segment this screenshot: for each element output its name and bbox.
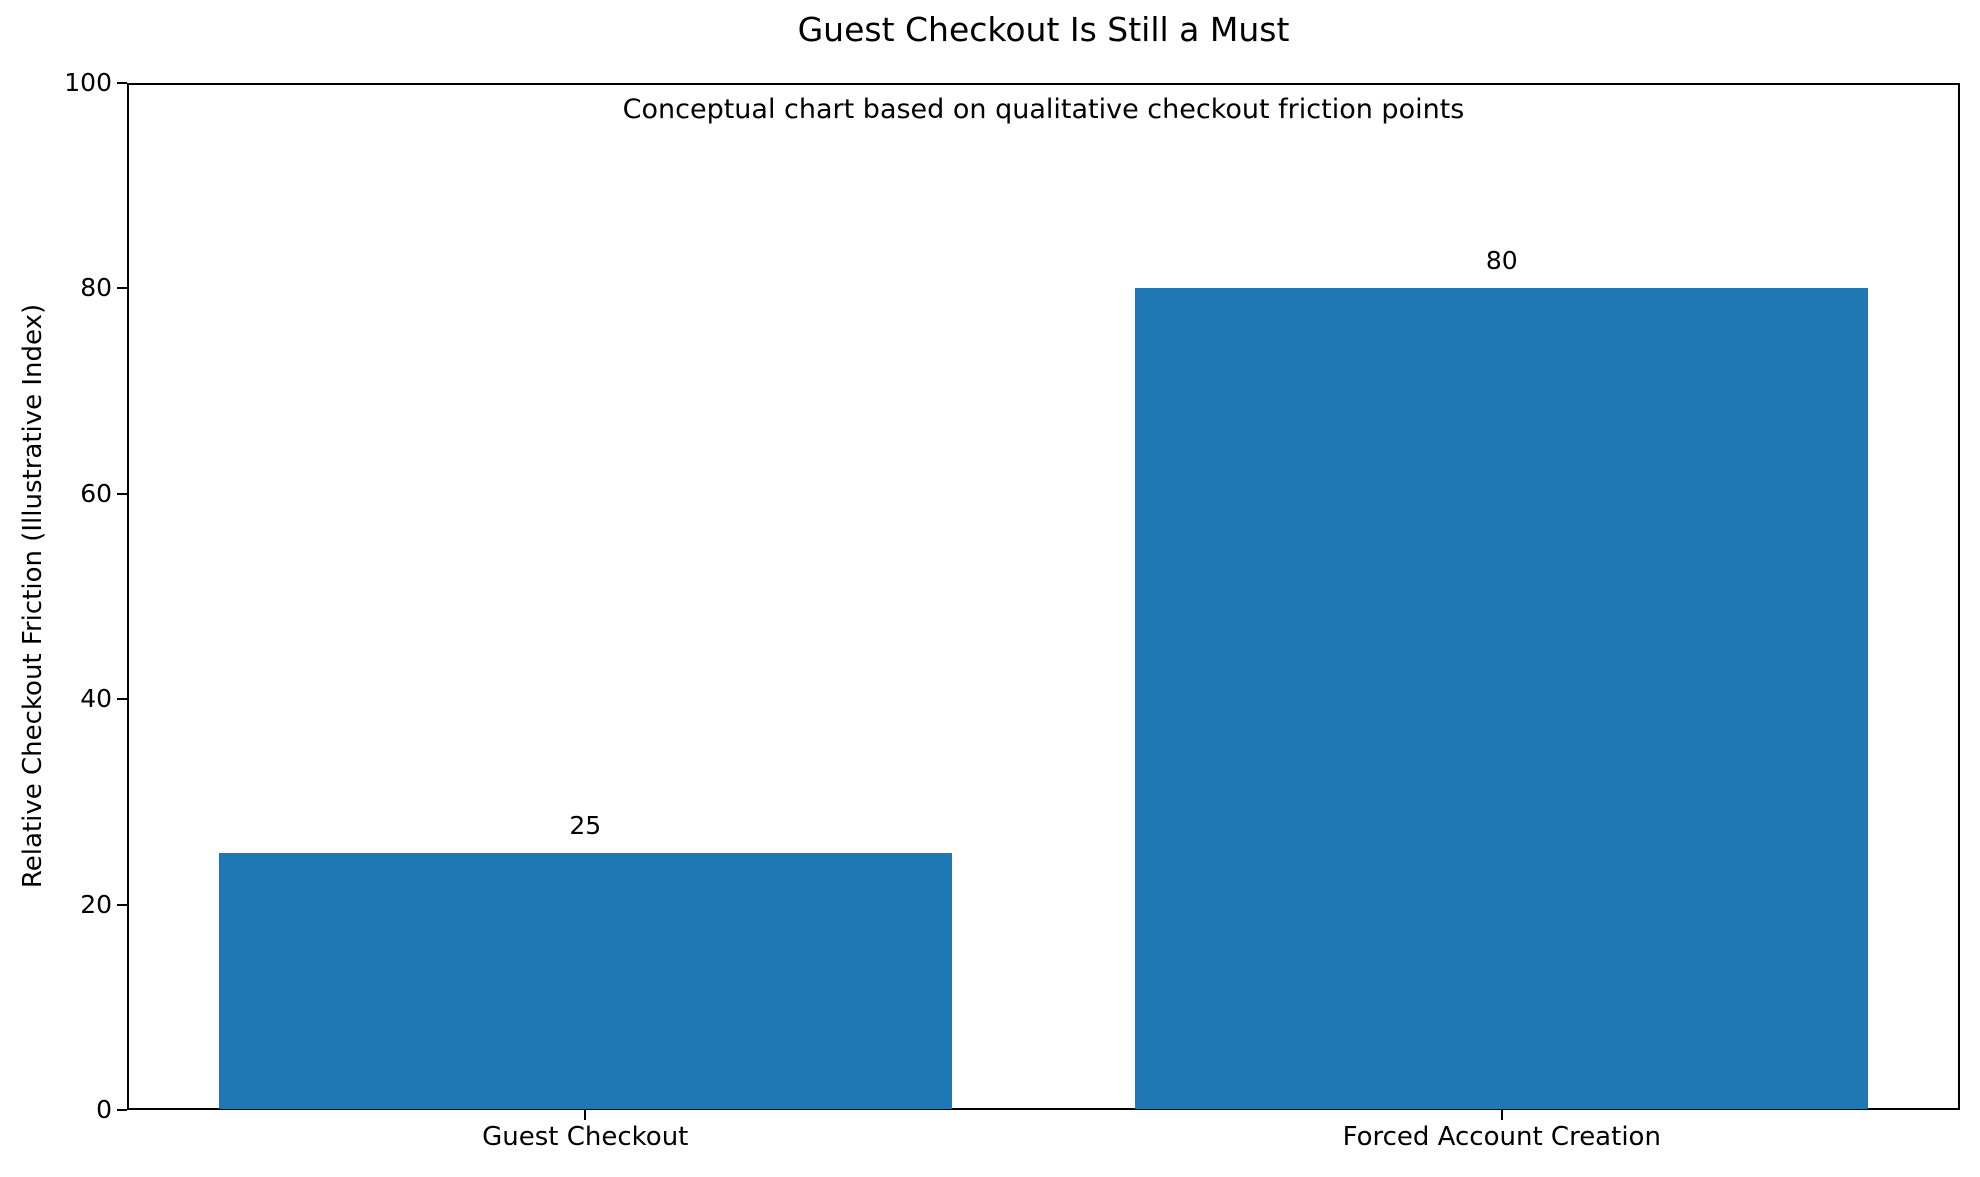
bar bbox=[1135, 288, 1869, 1109]
y-axis-label: Relative Checkout Friction (Illustrative… bbox=[18, 303, 48, 889]
x-tick-label: Guest Checkout bbox=[482, 1122, 689, 1152]
y-tick-mark bbox=[117, 492, 127, 495]
chart-annotation: Conceptual chart based on qualitative ch… bbox=[622, 94, 1465, 125]
x-tick-mark bbox=[1500, 1110, 1503, 1120]
y-tick-label: 20 bbox=[80, 889, 112, 919]
y-tick-mark bbox=[117, 82, 127, 84]
y-tick-mark bbox=[117, 287, 127, 290]
chart-title: Guest Checkout Is Still a Must bbox=[797, 10, 1290, 49]
y-tick-label: 80 bbox=[80, 273, 112, 303]
y-tick-mark bbox=[117, 903, 127, 906]
bar bbox=[218, 853, 952, 1109]
x-tick-label: Forced Account Creation bbox=[1342, 1122, 1661, 1152]
y-tick-mark bbox=[117, 1109, 127, 1111]
bar-value-label: 80 bbox=[1485, 246, 1518, 276]
y-tick-label: 100 bbox=[64, 68, 112, 97]
y-tick-mark bbox=[117, 698, 127, 701]
x-tick-mark bbox=[584, 1110, 587, 1120]
y-tick-label: 40 bbox=[80, 684, 112, 714]
y-tick-label: 60 bbox=[80, 478, 112, 508]
bar-value-label: 25 bbox=[569, 811, 602, 841]
y-tick-label: 0 bbox=[96, 1095, 112, 1124]
